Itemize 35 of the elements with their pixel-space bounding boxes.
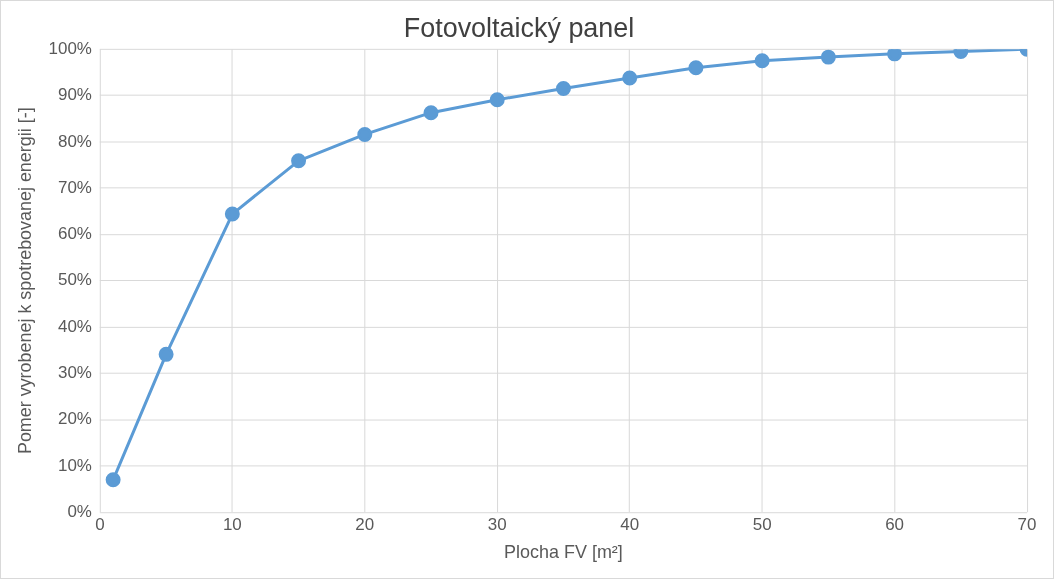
point: [555, 81, 571, 97]
point: [357, 126, 373, 142]
x-tick-label: 50: [752, 515, 772, 535]
y-axis-title: Pomer vyrobenej k spotrebovanej energii [-]: [14, 107, 35, 455]
point: [820, 49, 836, 65]
chart-title: Fotovoltaický panel: [403, 12, 635, 43]
point: [224, 206, 240, 222]
x-axis-title: Plocha FV [m²]: [504, 542, 623, 563]
point: [291, 153, 307, 169]
point: [423, 105, 439, 121]
x-tick-label: 0: [95, 515, 105, 535]
y-tick-label: 30%: [57, 363, 92, 382]
y-tick-label: 70%: [57, 177, 92, 197]
point: [754, 53, 770, 69]
y-tick-label: 0%: [67, 501, 92, 521]
point: [158, 346, 174, 362]
point: [489, 92, 505, 108]
y-tick-label: 40%: [57, 316, 92, 336]
y-tick-label: 100%: [48, 38, 92, 58]
y-tick-label: 50%: [57, 270, 92, 290]
x-tick-label: 30: [487, 515, 507, 535]
y-tick-label: 10%: [57, 455, 92, 475]
x-tick-label: 60: [885, 515, 905, 535]
y-tick-label: 90%: [57, 85, 92, 105]
point: [688, 60, 704, 76]
x-tick-label: 40: [620, 515, 640, 535]
x-tick-label: 10: [222, 515, 242, 535]
point: [887, 49, 903, 62]
y-tick-label: 20%: [57, 409, 92, 429]
y-tick-label: 60%: [57, 224, 92, 244]
point: [105, 472, 121, 488]
y-tick-label: 80%: [57, 131, 92, 151]
x-tick-label: 70: [1017, 515, 1037, 535]
x-tick-label: 20: [355, 515, 375, 535]
point: [622, 70, 638, 86]
